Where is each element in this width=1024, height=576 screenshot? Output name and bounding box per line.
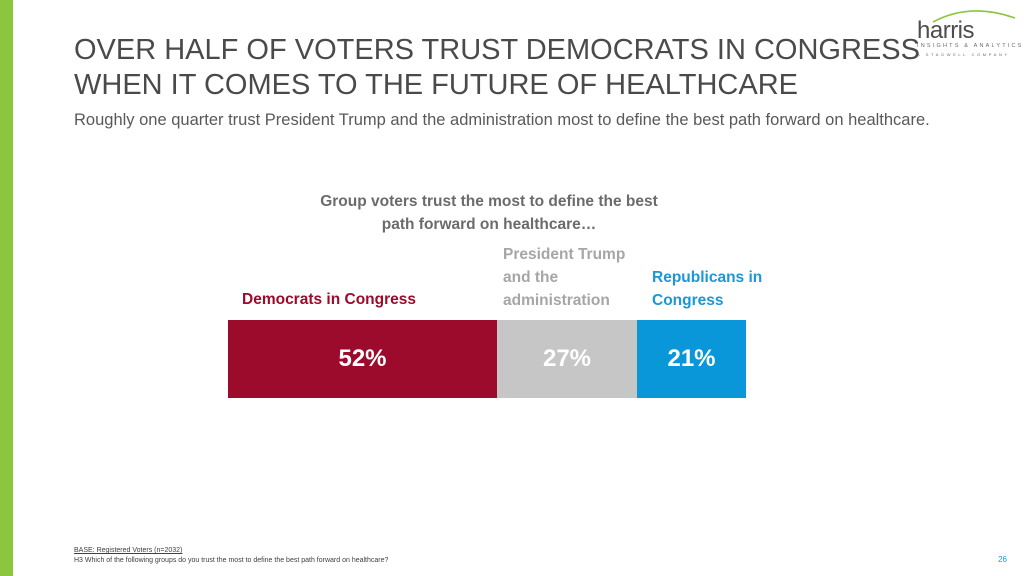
footnote: BASE: Registered Voters (n=2032) H3 Whic… <box>74 546 388 566</box>
chart-title: Group voters trust the most to define th… <box>290 190 688 236</box>
page-title-line-1: OVER HALF OF VOTERS TRUST DEMOCRATS IN C… <box>74 34 920 66</box>
stacked-bar: 52% 27% 21% <box>228 320 746 398</box>
accent-bar <box>0 0 13 576</box>
bar-segment-trump: 27% <box>497 320 637 398</box>
logo-name: harris <box>917 17 975 44</box>
series-label-trump: President Trump and the administration <box>503 246 626 309</box>
page-title: OVER HALF OF VOTERS TRUST DEMOCRATS IN C… <box>74 33 920 103</box>
data-label-trump: 27% <box>542 345 592 372</box>
bar-segment-republicans: 21% <box>637 320 746 398</box>
page-number: 26 <box>998 555 1007 564</box>
harris-logo: harris INSIGHTS & ANALYTICS A STAGWELL C… <box>915 8 1021 60</box>
chart-title-line-1: Group voters trust the most to define th… <box>320 193 658 210</box>
bar-segment-democrats: 52% <box>228 320 497 398</box>
logo-arc-icon <box>932 10 1016 23</box>
data-label-democrats: 52% <box>338 345 387 372</box>
page-subtitle: Roughly one quarter trust President Trum… <box>74 111 930 129</box>
series-label-republicans: Republicans in Congress <box>652 269 763 309</box>
logo-tagline: INSIGHTS & ANALYTICS <box>917 43 1024 49</box>
page-title-line-2: WHEN IT COMES TO THE FUTURE OF HEALTHCAR… <box>74 69 798 101</box>
chart-title-line-2: path forward on healthcare… <box>381 216 597 233</box>
footnote-question: H3 Which of the following groups do you … <box>74 557 389 564</box>
footnote-base: BASE: Registered Voters (n=2032) <box>74 547 183 554</box>
series-label-democrats: Democrats in Congress <box>242 291 416 308</box>
data-label-republicans: 21% <box>667 345 716 372</box>
logo-company: A STAGWELL COMPANY <box>917 52 1010 57</box>
